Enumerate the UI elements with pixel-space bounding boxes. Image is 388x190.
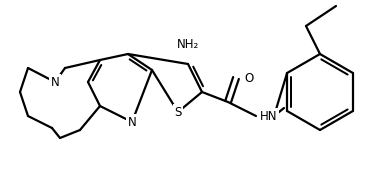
- Text: N: N: [128, 116, 136, 128]
- Text: HN: HN: [260, 109, 277, 123]
- Text: NH₂: NH₂: [177, 37, 199, 51]
- Text: S: S: [174, 105, 182, 119]
- Text: O: O: [244, 71, 253, 85]
- Text: N: N: [50, 75, 59, 89]
